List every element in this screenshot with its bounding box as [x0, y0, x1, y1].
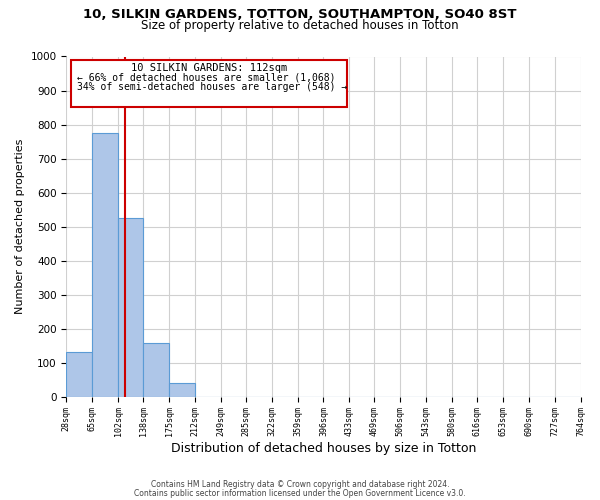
Text: ← 66% of detached houses are smaller (1,068): ← 66% of detached houses are smaller (1,…	[77, 73, 335, 83]
Bar	[118, 218, 143, 396]
Bar	[169, 383, 195, 396]
Bar	[143, 344, 169, 396]
Text: Contains HM Land Registry data © Crown copyright and database right 2024.: Contains HM Land Registry data © Crown c…	[151, 480, 449, 489]
Y-axis label: Number of detached properties: Number of detached properties	[15, 139, 25, 314]
Bar	[92, 133, 118, 396]
FancyBboxPatch shape	[71, 60, 347, 107]
Text: 34% of semi-detached houses are larger (548) →: 34% of semi-detached houses are larger (…	[77, 82, 347, 92]
Text: Size of property relative to detached houses in Totton: Size of property relative to detached ho…	[141, 19, 459, 32]
Text: 10, SILKIN GARDENS, TOTTON, SOUTHAMPTON, SO40 8ST: 10, SILKIN GARDENS, TOTTON, SOUTHAMPTON,…	[83, 8, 517, 20]
X-axis label: Distribution of detached houses by size in Totton: Distribution of detached houses by size …	[171, 442, 476, 455]
Text: Contains public sector information licensed under the Open Government Licence v3: Contains public sector information licen…	[134, 488, 466, 498]
Bar	[67, 352, 92, 397]
Text: 10 SILKIN GARDENS: 112sqm: 10 SILKIN GARDENS: 112sqm	[131, 62, 287, 72]
